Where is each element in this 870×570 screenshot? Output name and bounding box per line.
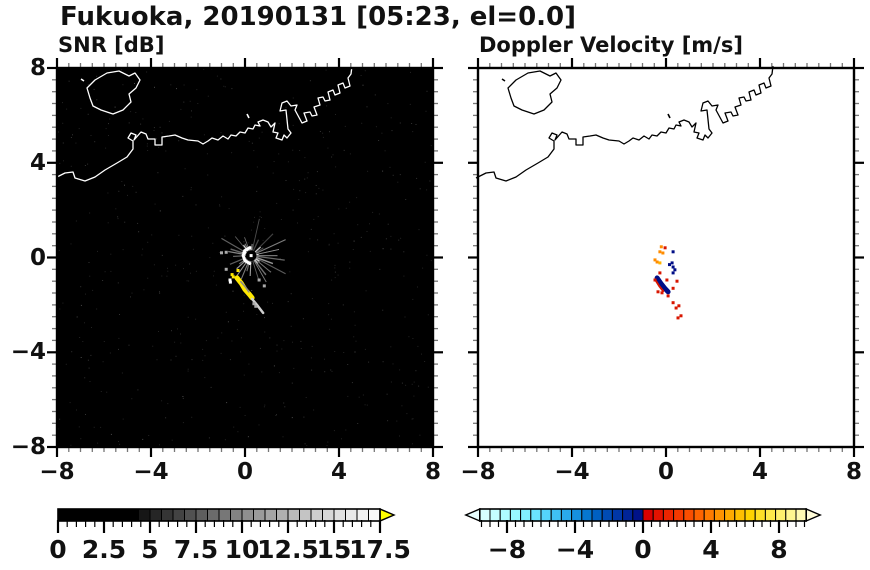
snr-panel bbox=[47, 58, 443, 457]
x-axis-tick-label: 4 bbox=[751, 459, 768, 485]
coastline bbox=[54, 65, 353, 182]
coastline bbox=[475, 65, 774, 182]
x-axis-tick-label: 8 bbox=[845, 459, 862, 485]
figure-title: Fukuoka, 20190131 [05:23, el=0.0] bbox=[60, 2, 577, 32]
y-axis-tick-label: 4 bbox=[29, 149, 46, 176]
y-axis-tick-label: −8 bbox=[10, 434, 46, 460]
doppler-colorbar bbox=[464, 507, 822, 533]
doppler-velocity-panel bbox=[468, 58, 864, 457]
doppler-panel-title: Doppler Velocity [m/s] bbox=[479, 33, 743, 57]
island-outline bbox=[86, 70, 141, 115]
doppler-colorbar-label: −8 bbox=[487, 535, 527, 564]
y-axis-tick-label: 8 bbox=[29, 55, 46, 81]
island-outline bbox=[507, 70, 562, 115]
x-axis-tick-label: −4 bbox=[133, 459, 169, 485]
y-axis-tick-label: 0 bbox=[29, 244, 46, 271]
x-axis-tick-label: −4 bbox=[554, 459, 590, 485]
snr-colorbar-label: 0 bbox=[49, 535, 67, 564]
snr-colorbar-label: 2.5 bbox=[81, 535, 127, 564]
snr-colorbar bbox=[56, 507, 396, 533]
x-axis-tick-label: 0 bbox=[236, 459, 253, 485]
snr-panel-title: SNR [dB] bbox=[58, 33, 165, 57]
x-axis-tick-label: −8 bbox=[39, 459, 75, 485]
doppler-colorbar-label: 8 bbox=[770, 535, 788, 564]
doppler-colorbar-label: 4 bbox=[702, 535, 720, 564]
doppler-colorbar-label: −4 bbox=[555, 535, 595, 564]
y-axis-tick-label: −4 bbox=[10, 339, 46, 366]
x-axis-tick-label: 4 bbox=[330, 459, 347, 485]
x-axis-tick-label: −8 bbox=[460, 459, 496, 485]
snr-colorbar-label: 17.5 bbox=[349, 535, 411, 564]
snr-colorbar-label: 10 bbox=[224, 535, 260, 564]
x-axis-tick-label: 0 bbox=[657, 459, 674, 485]
snr-colorbar-label: 12.5 bbox=[257, 535, 319, 564]
snr-colorbar-label: 15 bbox=[316, 535, 352, 564]
doppler-colorbar-label: 0 bbox=[634, 535, 652, 564]
snr-colorbar-label: 5 bbox=[141, 535, 159, 564]
snr-colorbar-label: 7.5 bbox=[173, 535, 219, 564]
x-axis-tick-label: 8 bbox=[424, 459, 441, 485]
